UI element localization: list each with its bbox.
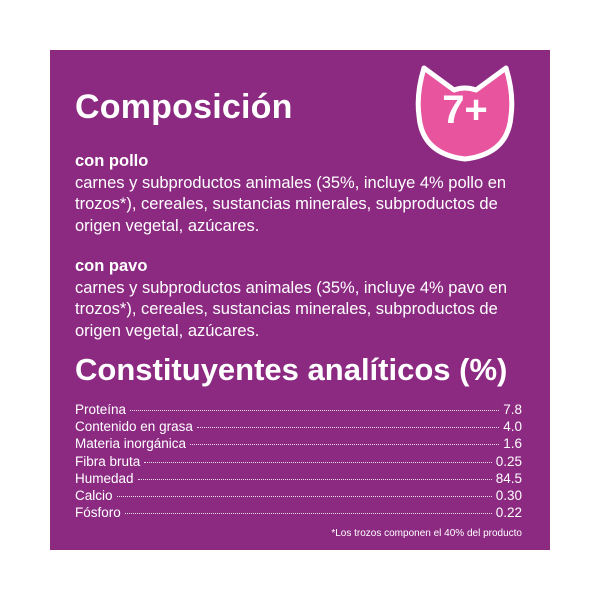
row-label: Humedad xyxy=(75,470,134,486)
row-value: 1.6 xyxy=(503,436,522,452)
age-label: 7+ xyxy=(442,88,488,132)
dot-leader xyxy=(130,410,500,411)
dot-leader xyxy=(137,478,492,480)
dot-leader xyxy=(196,427,500,429)
cat-head-icon xyxy=(415,65,515,162)
row-value: 4.0 xyxy=(503,419,522,435)
dot-leader xyxy=(190,444,500,446)
row-label: Contenido en grasa xyxy=(75,419,193,435)
row-label: Fibra bruta xyxy=(75,453,141,469)
row-value: 0.30 xyxy=(495,487,522,503)
composition-title: Composición xyxy=(75,88,293,126)
row-value: 7.8 xyxy=(503,402,522,417)
composition-section-pavo: con pavo carnes y subproductos animales … xyxy=(75,256,515,342)
row-label: Proteína xyxy=(75,402,127,417)
analytics-table: Proteína 7.8 Contenido en grasa 4.0 Mate… xyxy=(75,401,522,521)
table-row: Humedad 84.5 xyxy=(75,470,522,487)
section-subhead: con pavo xyxy=(75,257,148,275)
footnote: *Los trozos componen el 40% del producto xyxy=(331,528,522,539)
composition-section-pollo: con pollo carnes y subproductos animales… xyxy=(75,151,515,237)
age-badge: 7+ xyxy=(410,64,520,164)
section-body: carnes y subproductos animales (35%, inc… xyxy=(75,278,507,340)
table-row: Contenido en grasa 4.0 xyxy=(75,418,522,435)
analytics-title: Constituyentes analíticos (%) xyxy=(75,352,508,387)
row-value: 84.5 xyxy=(495,470,522,486)
section-body: carnes y subproductos animales (35%, inc… xyxy=(75,173,507,235)
dot-leader xyxy=(144,461,492,463)
row-label: Fósforo xyxy=(75,505,121,521)
dot-leader xyxy=(116,495,492,497)
nutrition-panel: Composición 7+ con pollo carnes y subpro… xyxy=(50,50,550,550)
table-row: Calcio 0.30 xyxy=(75,487,522,504)
table-row: Fibra bruta 0.25 xyxy=(75,453,522,470)
table-row: Fósforo 0.22 xyxy=(75,504,522,521)
row-value: 0.25 xyxy=(495,453,522,469)
table-row: Proteína 7.8 xyxy=(75,401,522,418)
row-value: 0.22 xyxy=(495,505,522,521)
table-row: Materia inorgánica 1.6 xyxy=(75,435,522,452)
section-subhead: con pollo xyxy=(75,152,149,170)
row-label: Materia inorgánica xyxy=(75,436,187,452)
row-label: Calcio xyxy=(75,487,113,503)
dot-leader xyxy=(124,513,492,515)
